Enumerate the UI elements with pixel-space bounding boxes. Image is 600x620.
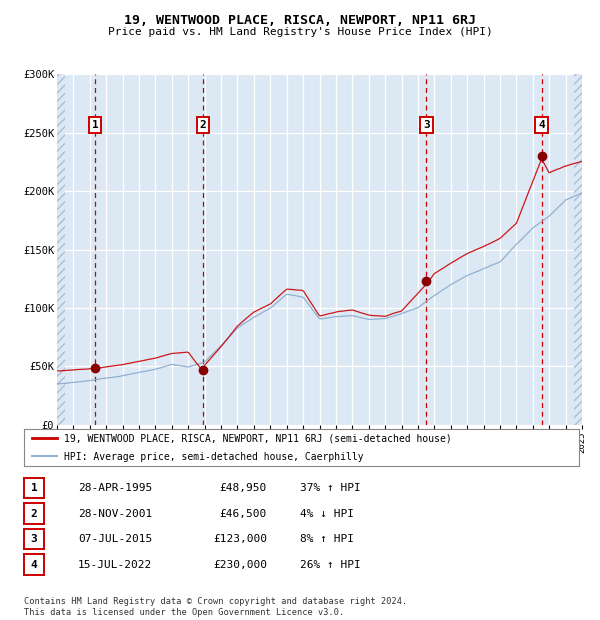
- Text: 28-NOV-2001: 28-NOV-2001: [78, 508, 152, 519]
- Text: 3: 3: [31, 534, 37, 544]
- Text: 1: 1: [31, 483, 37, 494]
- Text: 4: 4: [538, 120, 545, 130]
- Text: £230,000: £230,000: [213, 559, 267, 570]
- Text: 15-JUL-2022: 15-JUL-2022: [78, 559, 152, 570]
- Text: 28-APR-1995: 28-APR-1995: [78, 483, 152, 494]
- Text: 3: 3: [423, 120, 430, 130]
- Text: 19, WENTWOOD PLACE, RISCA, NEWPORT, NP11 6RJ (semi-detached house): 19, WENTWOOD PLACE, RISCA, NEWPORT, NP11…: [64, 434, 452, 444]
- Text: Contains HM Land Registry data © Crown copyright and database right 2024.
This d: Contains HM Land Registry data © Crown c…: [24, 598, 407, 617]
- Text: 19, WENTWOOD PLACE, RISCA, NEWPORT, NP11 6RJ: 19, WENTWOOD PLACE, RISCA, NEWPORT, NP11…: [124, 14, 476, 27]
- Text: £48,950: £48,950: [220, 483, 267, 494]
- Text: 1: 1: [92, 120, 98, 130]
- Bar: [57, 74, 65, 425]
- Text: 8% ↑ HPI: 8% ↑ HPI: [300, 534, 354, 544]
- Text: 2: 2: [200, 120, 206, 130]
- Text: £46,500: £46,500: [220, 508, 267, 519]
- Text: 4: 4: [31, 559, 37, 570]
- Text: 4% ↓ HPI: 4% ↓ HPI: [300, 508, 354, 519]
- Text: HPI: Average price, semi-detached house, Caerphilly: HPI: Average price, semi-detached house,…: [64, 451, 364, 461]
- Text: 07-JUL-2015: 07-JUL-2015: [78, 534, 152, 544]
- Text: £123,000: £123,000: [213, 534, 267, 544]
- Text: 37% ↑ HPI: 37% ↑ HPI: [300, 483, 361, 494]
- Bar: [574, 74, 582, 425]
- Text: Price paid vs. HM Land Registry's House Price Index (HPI): Price paid vs. HM Land Registry's House …: [107, 27, 493, 37]
- Text: 2: 2: [31, 508, 37, 519]
- Text: 26% ↑ HPI: 26% ↑ HPI: [300, 559, 361, 570]
